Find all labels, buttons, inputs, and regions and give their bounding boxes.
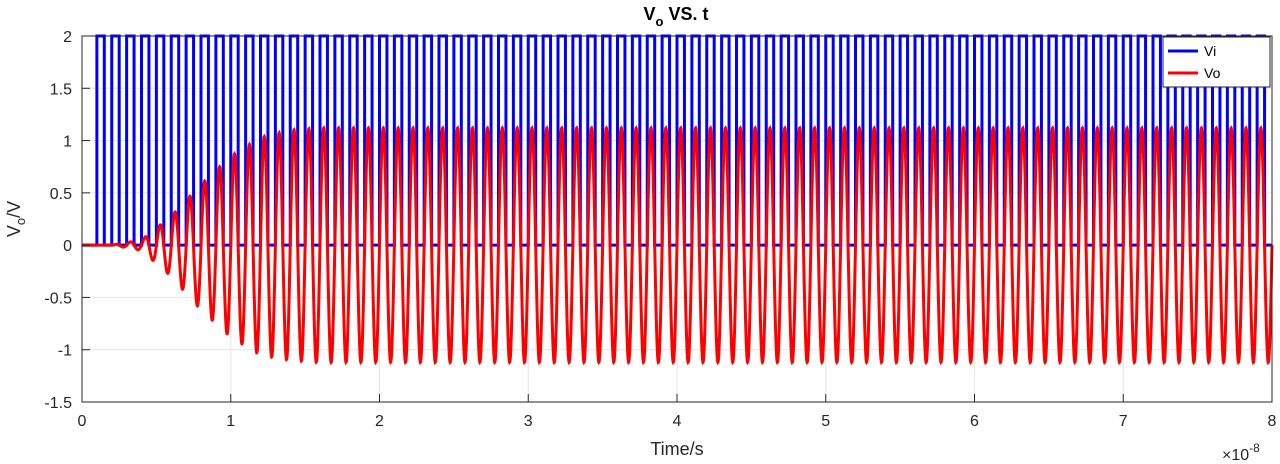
y-tick-label: 0 bbox=[63, 238, 72, 255]
x-tick-label: 2 bbox=[375, 413, 384, 430]
chart-title: Vo VS. t bbox=[644, 4, 709, 29]
y-tick-label: -0.5 bbox=[44, 290, 72, 307]
x-multiplier: ×10-8 bbox=[1222, 441, 1260, 464]
y-tick-label: -1.5 bbox=[44, 395, 72, 412]
x-tick-label: 1 bbox=[226, 413, 235, 430]
x-tick-label: 0 bbox=[78, 413, 87, 430]
y-axis-label-rest: /V bbox=[4, 201, 24, 218]
legend: Vi Vo bbox=[1162, 36, 1271, 88]
series-vo-line bbox=[82, 125, 1274, 366]
y-axis-label: Vo/V bbox=[4, 201, 28, 237]
legend-box bbox=[1162, 36, 1271, 88]
y-ticks: -1.5 -1 -0.5 0 0.5 1 1.5 2 bbox=[44, 29, 90, 412]
chart-title-rest: VS. t bbox=[663, 4, 708, 24]
x-tick-label: 3 bbox=[524, 413, 533, 430]
x-ticks: 0 1 2 3 4 5 6 7 8 bbox=[78, 394, 1277, 430]
legend-label-vo: Vo bbox=[1204, 65, 1221, 81]
y-tick-label: 0.5 bbox=[50, 186, 72, 203]
x-tick-label: 5 bbox=[821, 413, 830, 430]
x-tick-label: 6 bbox=[970, 413, 979, 430]
y-tick-label: 1.5 bbox=[50, 81, 72, 98]
x-tick-label: 7 bbox=[1119, 413, 1128, 430]
y-tick-label: 1 bbox=[63, 134, 72, 151]
x-multiplier-exp: -8 bbox=[1249, 441, 1260, 455]
y-axis-label-main: V bbox=[4, 225, 24, 237]
x-multiplier-base: ×10 bbox=[1222, 447, 1249, 464]
chart-title-main: V bbox=[644, 4, 656, 24]
chart-title-sub: o bbox=[656, 14, 664, 29]
x-tick-label: 4 bbox=[673, 413, 682, 430]
x-tick-label: 8 bbox=[1268, 413, 1277, 430]
legend-label-vi: Vi bbox=[1204, 43, 1216, 59]
x-axis-label: Time/s bbox=[650, 439, 703, 459]
y-tick-label: 2 bbox=[63, 29, 72, 46]
y-tick-label: -1 bbox=[58, 343, 72, 360]
y-axis-label-sub: o bbox=[13, 218, 28, 225]
